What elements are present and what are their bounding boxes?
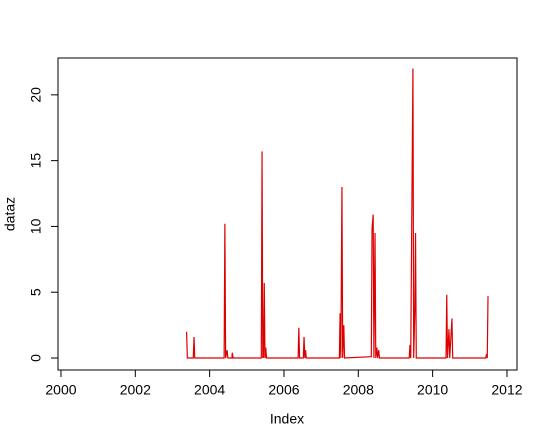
y-tick-label: 20	[28, 87, 44, 103]
x-tick-label: 2006	[268, 382, 299, 398]
y-tick-label: 5	[28, 288, 44, 296]
x-tick-label: 2002	[120, 382, 151, 398]
x-axis-label: Index	[270, 411, 304, 427]
y-tick-label: 10	[28, 218, 44, 234]
plot-box	[57, 57, 518, 371]
x-tick-label: 2012	[491, 382, 522, 398]
y-axis-label: dataz	[2, 197, 18, 231]
x-tick-label: 2010	[417, 382, 448, 398]
x-tick-label: 2000	[45, 382, 76, 398]
x-tick-label: 2008	[343, 382, 374, 398]
y-tick-label: 15	[28, 153, 44, 169]
data-line	[185, 68, 489, 359]
x-tick-label: 2004	[194, 382, 225, 398]
y-tick-label: 0	[28, 354, 44, 362]
